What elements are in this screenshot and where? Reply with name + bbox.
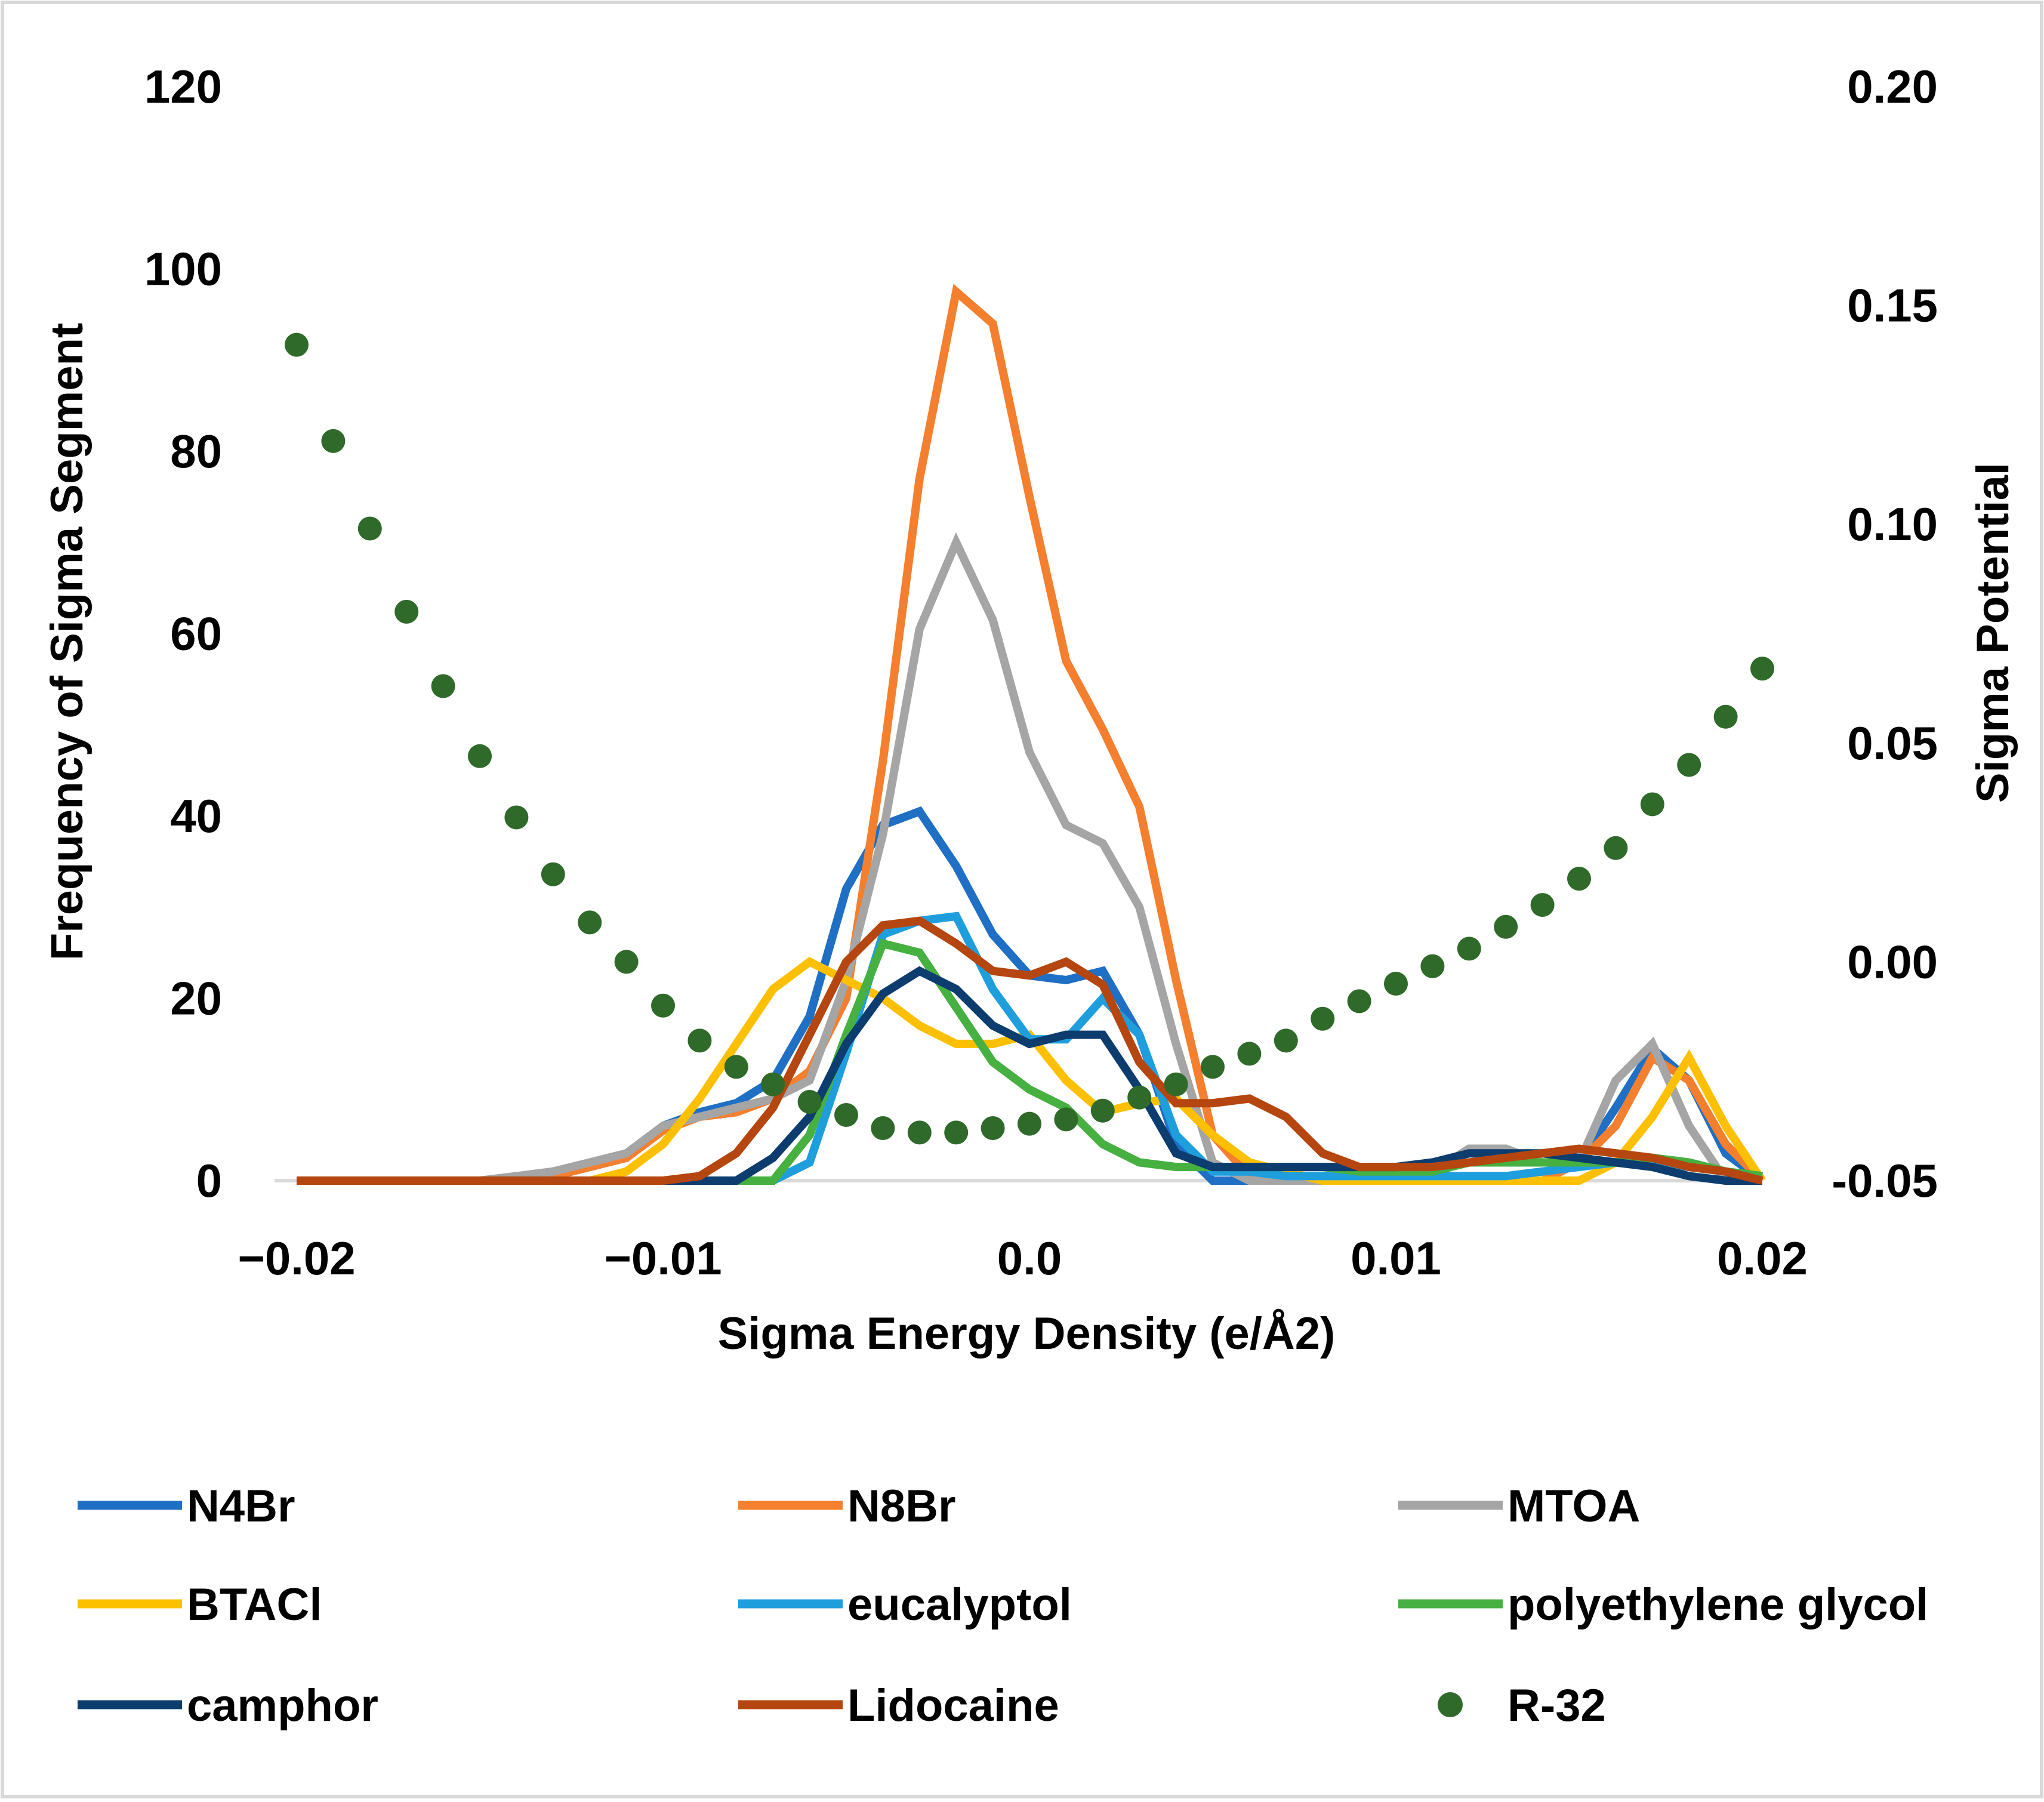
y2-tick-label: 0.00 [1847,935,1938,988]
x-tick-label: −0.02 [238,1232,355,1284]
x-tick-label: 0.0 [997,1232,1062,1284]
y2-tick-label: 0.20 [1847,60,1938,113]
r-32-marker [944,1120,969,1145]
legend-label-r-32: R-32 [1507,1680,1606,1731]
legend-label-eucalyptol: eucalyptol [847,1579,1072,1630]
r-32-marker [1164,1072,1188,1096]
r-32-marker [357,516,382,541]
y-tick-label: 20 [170,972,222,1025]
r-32-marker [651,993,675,1018]
r-32-marker [321,429,346,453]
r-32-marker [1494,914,1518,939]
r-32-marker [907,1120,932,1145]
r-32-marker [1237,1042,1262,1066]
r-32-marker [1347,989,1371,1014]
r-32-marker [1713,704,1738,729]
r-32-marker [1677,753,1701,777]
y-tick-label: 40 [170,790,222,842]
series-line-lidocaine [297,916,1764,1185]
r-32-marker [614,950,639,974]
legend-label-n8br: N8Br [847,1481,956,1532]
r-32-marker [688,1028,712,1053]
r-32-marker [578,910,602,935]
r-32-marker [285,332,309,357]
x-axis-title: Sigma Energy Density (e/Å2) [718,1308,1336,1359]
r-32-marker [1090,1098,1115,1123]
legend-label-btacl: BTACl [187,1579,322,1630]
r-32-marker [1604,836,1628,860]
r-32-marker [1530,893,1555,917]
legend-label-lidocaine: Lidocaine [847,1680,1059,1731]
legend-label-polyethylene-glycol: polyethylene glycol [1507,1579,1928,1630]
r-32-marker [1311,1006,1335,1031]
r-32-marker [797,1090,822,1114]
series-lines-layer [297,284,1766,1185]
r-32-marker [431,674,455,698]
r-32-marker [1457,937,1481,961]
r-32-marker [541,862,565,886]
y2-tick-label: 0.15 [1847,279,1938,332]
r-32-marker [1640,792,1664,817]
y2-tick-label: -0.05 [1832,1154,1938,1207]
r-32-marker [981,1116,1005,1141]
y2-tick-label: 0.05 [1847,717,1938,769]
r-32-marker [1018,1111,1041,1136]
x-tick-label: 0.02 [1717,1232,1808,1284]
r-32-marker [724,1055,748,1079]
r-32-marker [761,1072,785,1096]
y-axis-title: Frequency of Sigma Segment [42,323,93,960]
r-32-marker [1274,1028,1298,1053]
r-32-marker [1567,867,1591,891]
x-tick-label: 0.01 [1351,1232,1441,1284]
r-32-marker [871,1116,895,1141]
r-32-marker [1201,1055,1225,1079]
y-tick-label: 60 [170,608,222,660]
r-32-marker [1127,1085,1152,1110]
axes-layer: 0 20 40 60 80 100 120 -0.05 0.00 0.05 0.10 0.15 0.20… [144,60,1938,1284]
legend-label-mtoa: MTOA [1507,1481,1640,1532]
y2-tick-label: 0.10 [1847,498,1938,550]
r-32-marker [834,1103,858,1128]
r-32-marker [1750,657,1774,681]
legend-label-n4br: N4Br [187,1481,295,1532]
r-32-marker [468,744,492,768]
x-tick-label: −0.01 [604,1232,722,1284]
y-tick-label: 0 [196,1154,222,1207]
legend-swatch-r-32 [1438,1692,1463,1717]
y-tick-label: 80 [170,425,222,478]
r-32-marker [1384,972,1408,996]
r-32-marker [1054,1107,1078,1132]
series-markers-layer [285,332,1774,1145]
r-32-marker [1420,954,1445,978]
y-tick-label: 100 [144,243,222,295]
r-32-marker [394,599,419,624]
legend: N4Br N8Br MTOA BTACl eucalyptol polyethylene … [78,1481,1928,1731]
secondary-y-axis-title: Sigma Potential [1968,463,2018,803]
r-32-marker [504,805,529,830]
y-tick-label: 120 [144,60,222,113]
legend-label-camphor: camphor [187,1680,378,1731]
